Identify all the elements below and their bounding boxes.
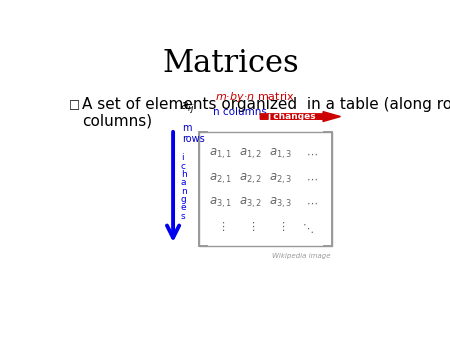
Text: $a_{2,2}$: $a_{2,2}$ [239, 171, 262, 186]
Text: $a_{1,2}$: $a_{1,2}$ [239, 147, 262, 161]
Text: $m$·$by$·$n$ matrix: $m$·$by$·$n$ matrix [215, 90, 295, 104]
Text: □: □ [68, 98, 80, 111]
Text: i
c
h
a
n
g
e
s: i c h a n g e s [181, 153, 186, 220]
Text: j changes: j changes [267, 112, 316, 121]
Text: n columns: n columns [213, 106, 267, 117]
Text: $a_{1,3}$: $a_{1,3}$ [269, 147, 292, 161]
Text: A set of elements organized  in a table (along rows and: A set of elements organized in a table (… [82, 97, 450, 112]
Text: $a_{2,1}$: $a_{2,1}$ [209, 171, 233, 186]
Text: $a_{3,2}$: $a_{3,2}$ [239, 196, 262, 211]
Text: Wikipedia image: Wikipedia image [271, 253, 330, 259]
Text: $a_{2,3}$: $a_{2,3}$ [269, 171, 292, 186]
Text: $\vdots$: $\vdots$ [247, 220, 255, 233]
Text: $\vdots$: $\vdots$ [217, 220, 225, 233]
Text: $\ddots$: $\ddots$ [302, 222, 314, 235]
Text: $\cdots$: $\cdots$ [306, 173, 317, 184]
Text: columns): columns) [82, 114, 153, 128]
Text: $a_{3,1}$: $a_{3,1}$ [209, 196, 233, 211]
Text: $a_{1,1}$: $a_{1,1}$ [209, 147, 233, 161]
Text: $\vdots$: $\vdots$ [277, 220, 285, 233]
Text: m
rows: m rows [183, 123, 205, 144]
Text: $\cdots$: $\cdots$ [306, 149, 317, 159]
Polygon shape [260, 112, 341, 121]
FancyBboxPatch shape [199, 132, 332, 246]
Text: $a_{3,3}$: $a_{3,3}$ [269, 196, 292, 211]
Text: $a_{ij}$: $a_{ij}$ [180, 100, 194, 115]
Text: Matrices: Matrices [162, 48, 299, 79]
Text: $\cdots$: $\cdots$ [306, 198, 317, 208]
